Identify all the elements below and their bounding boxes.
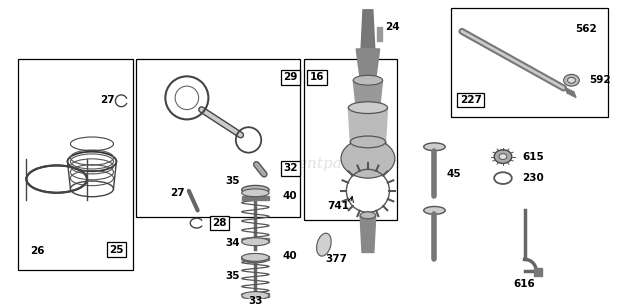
Ellipse shape	[350, 136, 386, 148]
Text: 34: 34	[226, 238, 240, 248]
Ellipse shape	[494, 150, 512, 163]
Text: 35: 35	[226, 271, 240, 281]
Polygon shape	[348, 108, 388, 142]
Ellipse shape	[242, 253, 269, 261]
Text: 32: 32	[283, 163, 298, 173]
Polygon shape	[242, 238, 269, 242]
Polygon shape	[242, 256, 269, 260]
Bar	[17, 59, 133, 270]
Ellipse shape	[360, 212, 376, 219]
Text: 227: 227	[460, 95, 482, 105]
Ellipse shape	[564, 74, 579, 86]
Ellipse shape	[499, 154, 507, 159]
Text: 26: 26	[30, 245, 45, 256]
Polygon shape	[361, 10, 374, 49]
Polygon shape	[242, 293, 269, 297]
Text: 24: 24	[385, 22, 400, 32]
Polygon shape	[350, 142, 386, 171]
Text: 592: 592	[589, 75, 611, 85]
Text: 35: 35	[226, 176, 240, 186]
Text: 27: 27	[170, 188, 185, 198]
Text: 562: 562	[575, 24, 597, 34]
Ellipse shape	[242, 185, 269, 194]
Text: 45: 45	[447, 169, 461, 179]
Ellipse shape	[423, 143, 445, 151]
Text: 615: 615	[523, 151, 544, 162]
Text: 25: 25	[109, 244, 123, 255]
Ellipse shape	[356, 103, 379, 112]
Bar	[451, 8, 608, 118]
Polygon shape	[356, 49, 379, 78]
Ellipse shape	[242, 254, 269, 263]
Text: 28: 28	[212, 218, 226, 228]
Text: 27: 27	[100, 95, 115, 105]
Bar	[304, 59, 397, 220]
Text: 741: 741	[327, 200, 350, 211]
Text: 40: 40	[282, 252, 297, 261]
Ellipse shape	[348, 102, 388, 114]
Ellipse shape	[341, 139, 395, 178]
Ellipse shape	[242, 292, 269, 300]
Polygon shape	[242, 196, 269, 200]
Text: 29: 29	[283, 72, 298, 82]
Ellipse shape	[353, 75, 383, 85]
Text: 33: 33	[248, 297, 263, 306]
Ellipse shape	[242, 189, 269, 197]
Polygon shape	[377, 28, 382, 41]
Text: 616: 616	[513, 279, 536, 289]
Polygon shape	[353, 80, 383, 108]
Ellipse shape	[567, 77, 575, 83]
Text: 230: 230	[523, 173, 544, 183]
Polygon shape	[534, 268, 542, 276]
Bar	[136, 59, 301, 217]
Ellipse shape	[423, 207, 445, 214]
Ellipse shape	[317, 233, 331, 256]
Text: 40: 40	[282, 191, 297, 201]
Polygon shape	[360, 215, 376, 252]
Text: 377: 377	[326, 254, 348, 264]
Ellipse shape	[242, 238, 269, 246]
Text: 16: 16	[310, 72, 324, 82]
Text: ereplacementparts.com: ereplacementparts.com	[218, 157, 401, 171]
